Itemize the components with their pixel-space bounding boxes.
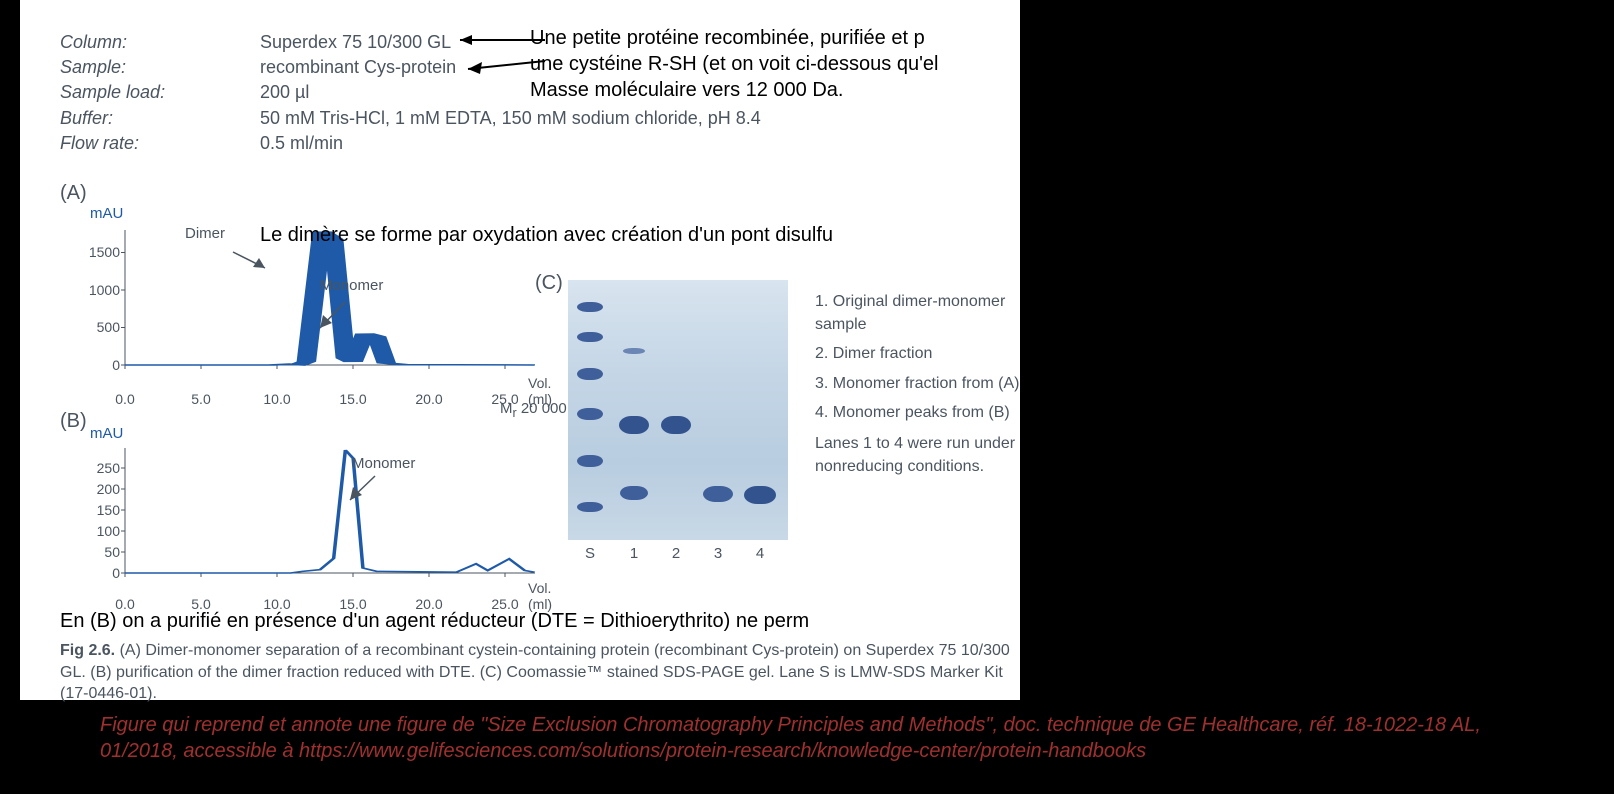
param-value: 50 mM Tris-HCl, 1 mM EDTA, 150 mM sodium… (260, 106, 761, 131)
gel-band (623, 348, 645, 354)
lane-label: 1 (630, 545, 638, 562)
legend-item: 1. Original dimer-monomer sample (815, 290, 1025, 336)
y-tick-label: 50 (104, 544, 120, 560)
param-value: Superdex 75 10/300 GL (260, 30, 451, 55)
annotation-top: Une petite protéine recombinée, purifiée… (530, 25, 1010, 103)
gel-band (577, 368, 603, 380)
x-tick-label: 10.0 (263, 391, 290, 407)
param-value: recombinant Cys-protein (260, 55, 456, 80)
x-tick-label: 20.0 (415, 391, 442, 407)
x-tick-label: 5.0 (191, 391, 210, 407)
peak-label-dimer: Dimer (185, 225, 225, 242)
caption-bold: Fig 2.6. (60, 642, 115, 659)
lane-label: S (585, 545, 595, 562)
x-tick-label: 15.0 (339, 391, 366, 407)
param-value: 200 µl (260, 80, 309, 105)
gel-band (620, 486, 648, 500)
param-label: Flow rate: (60, 131, 260, 156)
gel-band (619, 416, 649, 434)
param-value: 0.5 ml/min (260, 131, 343, 156)
gel-panel: S 1 2 3 4 (568, 280, 788, 560)
panel-label-a: (A) (60, 182, 87, 205)
y-tick-label: 0 (112, 565, 120, 581)
y-tick-label: 250 (97, 460, 120, 476)
param-label: Column: (60, 30, 260, 55)
peak-label-monomer: Monomer (352, 455, 415, 472)
lane-label: 2 (672, 545, 680, 562)
y-tick-label: 150 (97, 502, 120, 518)
legend-item: 3. Monomer fraction from (A) (815, 372, 1025, 395)
param-label: Sample load: (60, 80, 260, 105)
lane-label: 4 (756, 545, 764, 562)
gel-band (577, 302, 603, 312)
annotation-dimer: Le dimère se forme par oxydation avec cr… (260, 222, 833, 248)
gel-band (577, 502, 603, 512)
gel-band (703, 486, 733, 502)
chromatogram-b-svg (60, 440, 540, 600)
chromatogram-b: mAU (60, 425, 540, 610)
y-tick-label: 1000 (89, 282, 120, 298)
y-tick-label: 200 (97, 481, 120, 497)
source-citation: Figure qui reprend et annote une figure … (100, 712, 1500, 764)
caption-text: (A) Dimer-monomer separation of a recomb… (60, 642, 1010, 702)
gel-band (661, 416, 691, 434)
gel-legend: 1. Original dimer-monomer sample 2. Dime… (815, 290, 1025, 484)
legend-item: 2. Dimer fraction (815, 342, 1025, 365)
figure-caption: Fig 2.6. (A) Dimer-monomer separation of… (60, 640, 1010, 705)
gel-band (577, 332, 603, 342)
annotation-b: En (B) on a purifié en présence d'un age… (60, 608, 809, 634)
gel-band (744, 486, 776, 504)
param-label: Buffer: (60, 106, 260, 131)
y-tick-label: 100 (97, 523, 120, 539)
gel-band (577, 455, 603, 467)
lane-label: 3 (714, 545, 722, 562)
gel-band (577, 408, 603, 420)
y-tick-label: 1500 (89, 244, 120, 260)
x-tick-label: 0.0 (115, 391, 134, 407)
peak-label-monomer: Monomer (320, 277, 383, 294)
annotation-right: L'a illu en (1020, 300, 1140, 378)
mr-label: Mr 20 000 (500, 400, 567, 420)
figure-panel: Column:Superdex 75 10/300 GL Sample:reco… (20, 0, 1020, 700)
y-tick-label: 0 (112, 357, 120, 373)
legend-note: Lanes 1 to 4 were run under nonreducing … (815, 432, 1025, 478)
param-label: Sample: (60, 55, 260, 80)
y-tick-label: 500 (97, 319, 120, 335)
legend-item: 4. Monomer peaks from (B) (815, 401, 1025, 424)
